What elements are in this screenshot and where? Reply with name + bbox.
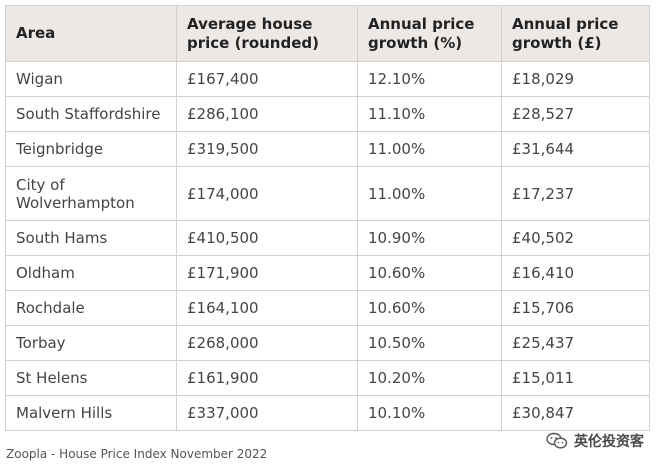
cell-average-price: £337,000 [176, 395, 358, 431]
source-caption: Zoopla - House Price Index November 2022 [6, 447, 268, 461]
cell-growth-percent: 10.10% [357, 395, 502, 431]
cell-growth-percent: 11.10% [357, 96, 502, 132]
cell-average-price: £410,500 [176, 220, 358, 256]
header-average-price: Average house price (rounded) [176, 5, 358, 62]
header-growth-pounds: Annual price growth (£) [501, 5, 650, 62]
cell-area: Malvern Hills [5, 395, 177, 431]
cell-average-price: £286,100 [176, 96, 358, 132]
wechat-icon [546, 432, 568, 450]
cell-growth-pounds: £16,410 [501, 255, 650, 291]
cell-growth-pounds: £15,706 [501, 290, 650, 326]
cell-growth-percent: 12.10% [357, 61, 502, 97]
table-row: Torbay £268,000 10.50% £25,437 [5, 325, 650, 361]
cell-area: Torbay [5, 325, 177, 361]
watermark: 英伦投资客 [546, 431, 644, 451]
cell-average-price: £171,900 [176, 255, 358, 291]
cell-growth-percent: 10.50% [357, 325, 502, 361]
table-row: Rochdale £164,100 10.60% £15,706 [5, 290, 650, 326]
table-header-row: Area Average house price (rounded) Annua… [5, 5, 650, 62]
cell-average-price: £268,000 [176, 325, 358, 361]
table-row: Oldham £171,900 10.60% £16,410 [5, 255, 650, 291]
house-price-table-container: Area Average house price (rounded) Annua… [5, 5, 650, 431]
cell-area: Teignbridge [5, 131, 177, 167]
cell-growth-pounds: £18,029 [501, 61, 650, 97]
cell-area: South Hams [5, 220, 177, 256]
cell-average-price: £174,000 [176, 166, 358, 221]
cell-growth-pounds: £17,237 [501, 166, 650, 221]
table-row: South Staffordshire £286,100 11.10% £28,… [5, 96, 650, 132]
cell-growth-percent: 10.60% [357, 290, 502, 326]
cell-area: St Helens [5, 360, 177, 396]
cell-growth-pounds: £31,644 [501, 131, 650, 167]
cell-growth-pounds: £28,527 [501, 96, 650, 132]
cell-growth-percent: 10.90% [357, 220, 502, 256]
cell-growth-pounds: £40,502 [501, 220, 650, 256]
cell-average-price: £167,400 [176, 61, 358, 97]
cell-average-price: £164,100 [176, 290, 358, 326]
cell-area: City of Wolverhampton [5, 166, 177, 221]
watermark-text: 英伦投资客 [574, 434, 644, 450]
cell-average-price: £161,900 [176, 360, 358, 396]
table-row: City of Wolverhampton £174,000 11.00% £1… [5, 166, 650, 221]
table-row: St Helens £161,900 10.20% £15,011 [5, 360, 650, 396]
cell-growth-percent: 10.20% [357, 360, 502, 396]
table-row: Wigan £167,400 12.10% £18,029 [5, 61, 650, 97]
cell-growth-percent: 11.00% [357, 166, 502, 221]
header-growth-percent: Annual price growth (%) [357, 5, 502, 62]
table-row: Malvern Hills £337,000 10.10% £30,847 [5, 395, 650, 431]
cell-growth-pounds: £30,847 [501, 395, 650, 431]
cell-area: Oldham [5, 255, 177, 291]
cell-growth-percent: 10.60% [357, 255, 502, 291]
cell-growth-pounds: £15,011 [501, 360, 650, 396]
header-area: Area [5, 5, 177, 62]
cell-growth-pounds: £25,437 [501, 325, 650, 361]
table-row: Teignbridge £319,500 11.00% £31,644 [5, 131, 650, 167]
cell-growth-percent: 11.00% [357, 131, 502, 167]
house-price-table: Area Average house price (rounded) Annua… [5, 5, 650, 431]
cell-area: Wigan [5, 61, 177, 97]
cell-area: South Staffordshire [5, 96, 177, 132]
table-row: South Hams £410,500 10.90% £40,502 [5, 220, 650, 256]
cell-average-price: £319,500 [176, 131, 358, 167]
cell-area: Rochdale [5, 290, 177, 326]
